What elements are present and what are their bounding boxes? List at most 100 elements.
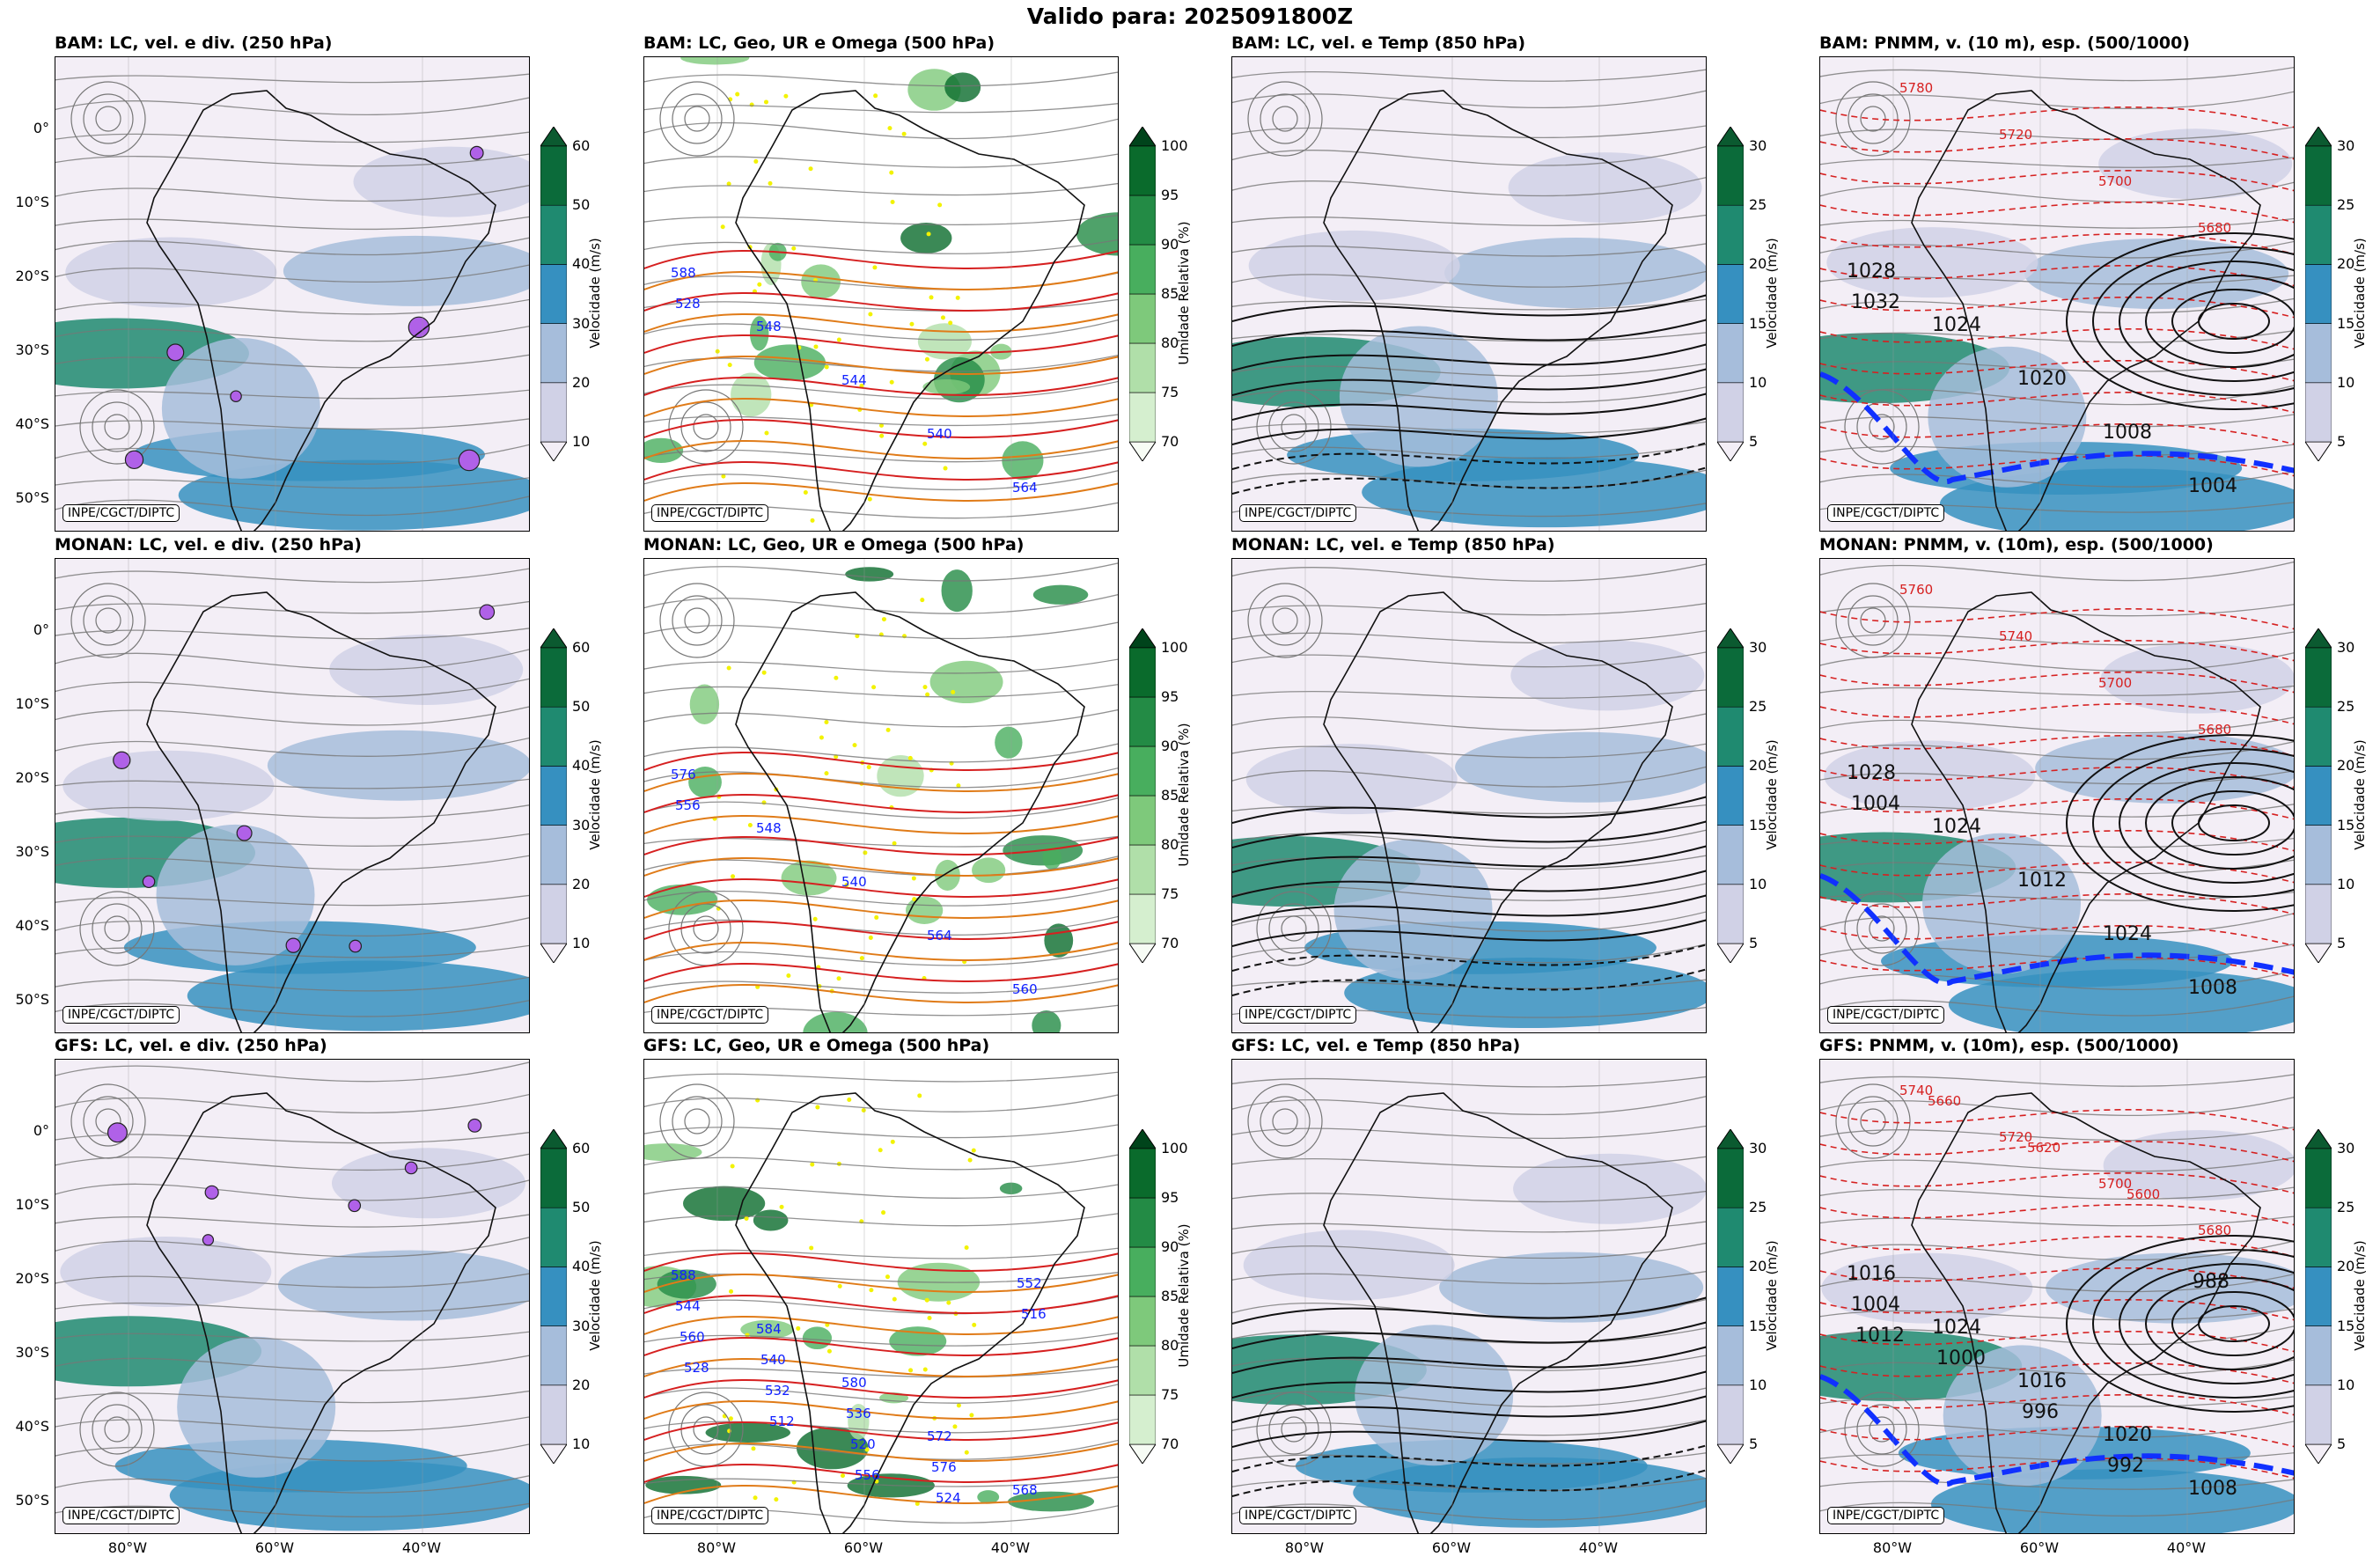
speed-shading bbox=[178, 459, 529, 531]
map-plot bbox=[55, 1060, 529, 1533]
omega-dot bbox=[834, 675, 839, 680]
colorbar-tick-label: 50 bbox=[572, 196, 591, 214]
longitude-tick-label: 60°W bbox=[254, 1539, 295, 1556]
streamline bbox=[55, 1237, 529, 1258]
pressure-label: 1028 bbox=[1847, 261, 1896, 283]
temperature-contour bbox=[1232, 870, 1706, 898]
omega-dot bbox=[861, 1108, 866, 1113]
colorbar-tick-label: 30 bbox=[572, 314, 591, 332]
streamline bbox=[1820, 91, 2294, 110]
speed-shading bbox=[1355, 1325, 1514, 1466]
colorbar-tick-label: 25 bbox=[2337, 196, 2355, 214]
latitude-tick-label: 20°S bbox=[15, 268, 49, 284]
streamline bbox=[644, 797, 1118, 819]
map-frame: 1028 1024 1012 1024 1008 1004 5760 5740 5700 5680… bbox=[1819, 558, 2295, 1033]
map-plot: 1028 1024 1012 1024 1008 1004 5760 5740 5700 5680 bbox=[1820, 559, 2294, 1032]
temperature-contour bbox=[1232, 1370, 1706, 1399]
vortex-streamline bbox=[1272, 1108, 1298, 1134]
vortex-streamline bbox=[1272, 106, 1298, 132]
omega-dot bbox=[907, 755, 913, 760]
streamline bbox=[1820, 716, 2294, 734]
streamline bbox=[1232, 651, 1706, 668]
streamline bbox=[55, 706, 529, 726]
streamline bbox=[644, 684, 1118, 698]
streamline bbox=[1232, 602, 1706, 616]
geopotential-label: 544 bbox=[675, 1298, 701, 1314]
colorbar-bar bbox=[1128, 126, 1157, 462]
colorbar-tick-label: 80 bbox=[1161, 1337, 1179, 1354]
omega-dot bbox=[768, 180, 773, 186]
colorbar-bar bbox=[540, 628, 568, 964]
omega-dot bbox=[824, 719, 829, 724]
streamline bbox=[55, 855, 529, 870]
colorbar-tick-label: 5 bbox=[1749, 1436, 1759, 1452]
colorbar-segment bbox=[2304, 884, 2332, 944]
colorbar-tick-label: 95 bbox=[1161, 1189, 1179, 1206]
humidity-shading bbox=[753, 1209, 789, 1231]
latitude-tick-label: 20°S bbox=[15, 769, 49, 786]
vortex-streamline bbox=[1268, 401, 1319, 452]
map-frame: 1016 1024 1016 1020 1008 1004 1000 996 992 988 101… bbox=[1819, 1059, 2295, 1534]
map-frame: INPE/CGCT/DIPTC bbox=[55, 1059, 530, 1534]
streamline bbox=[644, 118, 1118, 140]
colorbar-tick-label: 10 bbox=[572, 935, 591, 951]
geopotential-contour bbox=[644, 1274, 1118, 1293]
omega-dot bbox=[922, 685, 928, 690]
thickness-label: 5700 bbox=[2098, 173, 2132, 189]
thickness-contour bbox=[1820, 1171, 2294, 1194]
latitude-tick-label: 0° bbox=[33, 120, 49, 136]
streamline bbox=[55, 444, 529, 465]
streamline bbox=[55, 131, 529, 143]
geopotential-label: 560 bbox=[1012, 981, 1038, 997]
streamline bbox=[1820, 157, 2294, 168]
colorbar-bar bbox=[1716, 628, 1745, 964]
streamline bbox=[644, 767, 1118, 789]
thickness-contour bbox=[1820, 1298, 2294, 1321]
omega-dot bbox=[764, 430, 769, 436]
streamline bbox=[55, 894, 529, 907]
temperature-contour bbox=[1232, 1346, 1706, 1374]
colorbar-tick-label: 30 bbox=[572, 816, 591, 833]
colorbar-segment bbox=[1128, 696, 1157, 747]
divergence-contour bbox=[458, 449, 481, 472]
temperature-contour bbox=[1232, 919, 1706, 947]
colorbar-tick-label: 25 bbox=[2337, 1199, 2355, 1216]
colorbar-label: Umidade Relativa (%) bbox=[1176, 221, 1192, 365]
geopotential-label: 520 bbox=[850, 1436, 876, 1452]
pressure-contour bbox=[2145, 1277, 2294, 1370]
pressure-label: 1020 bbox=[2017, 368, 2067, 390]
colorbar-segment bbox=[1128, 145, 1157, 196]
coastline bbox=[146, 591, 496, 1032]
colorbar-tick-label: 75 bbox=[1161, 384, 1179, 400]
omega-dot bbox=[956, 1403, 961, 1408]
map-frame: 588 548 544 540 564 528 INPE/CGCT/DIPTC bbox=[643, 56, 1119, 532]
latitude-tick-label: 10°S bbox=[15, 1196, 49, 1213]
vortex-streamline bbox=[70, 1083, 146, 1159]
speed-shading bbox=[1439, 1252, 1704, 1323]
omega-dot bbox=[948, 320, 953, 326]
panel-gfs-2: GFS: LC, Geo, UR e Omega (500 hPa) 588 584… bbox=[643, 1036, 1192, 1556]
credit-label: INPE/CGCT/DIPTC bbox=[1827, 1507, 1945, 1524]
omega-dot bbox=[892, 1296, 897, 1302]
vortex-streamline bbox=[92, 401, 143, 452]
streamline bbox=[644, 948, 1118, 966]
omega-dot bbox=[889, 379, 894, 385]
divergence-contour bbox=[202, 1234, 215, 1246]
colorbar-tick-label: 85 bbox=[1161, 787, 1179, 804]
vortex-streamline bbox=[104, 915, 130, 942]
streamline bbox=[1820, 631, 2294, 646]
panel-monan-4: MONAN: PNMM, v. (10m), esp. (500/1000) 10… bbox=[1819, 535, 2368, 1033]
credit-label: INPE/CGCT/DIPTC bbox=[1239, 1006, 1357, 1024]
map-frame: INPE/CGCT/DIPTC bbox=[55, 558, 530, 1033]
thickness-label: 5680 bbox=[2198, 722, 2231, 738]
colorbar-tick-label: 20 bbox=[1749, 757, 1767, 775]
omega-dot bbox=[972, 1322, 977, 1327]
omega-dot bbox=[726, 181, 731, 187]
streamline bbox=[55, 1214, 529, 1228]
pressure-label: 1008 bbox=[2188, 1478, 2237, 1500]
geopotential-contour bbox=[644, 377, 1118, 396]
streamline bbox=[644, 1154, 1118, 1171]
pressure-label: 1004 bbox=[1851, 793, 1900, 815]
omega-dot bbox=[881, 1210, 886, 1215]
vortex-streamline bbox=[1835, 1083, 1911, 1159]
